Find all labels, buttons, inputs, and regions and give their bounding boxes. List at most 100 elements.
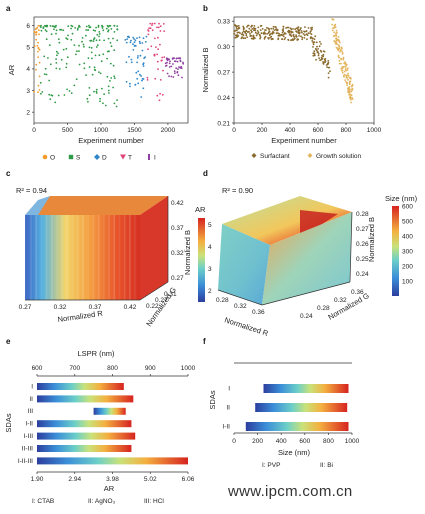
panel-a-point-S xyxy=(87,57,90,59)
panel-f-xlabel: Size (nm) xyxy=(278,448,311,457)
panel-c-xtick-label: 0.32 xyxy=(54,304,67,311)
panel-b-point-surfactant xyxy=(249,35,252,37)
panel-b-point-surfactant xyxy=(281,38,283,40)
panel-b-point-surfactant xyxy=(313,50,316,53)
panel-a-point-I xyxy=(172,76,175,78)
panel-a-ytick-label: 6 xyxy=(26,23,30,30)
panel-b-point-surfactant xyxy=(288,33,291,36)
panel-b-point-surfactant xyxy=(300,27,302,29)
panel-b-point-surfactant xyxy=(235,29,238,32)
panel-b-point-surfactant xyxy=(297,26,299,29)
panel-e-legend-label: I: CTAB xyxy=(32,498,54,505)
panel-b-point-growth xyxy=(337,48,340,50)
panel-a-point-S xyxy=(56,54,58,57)
panel-b-point-surfactant xyxy=(246,26,248,28)
panel-a-legend-label: T xyxy=(128,154,132,161)
panel-a-point-S xyxy=(113,31,116,33)
panel-a-point-S xyxy=(113,75,116,78)
panel-e-legend: I: CTAB II: AgNO₃ III: HCl xyxy=(32,498,164,505)
panel-b-point-growth xyxy=(344,79,346,81)
panel-b-point-growth xyxy=(334,24,336,26)
watermark-text: www.ipcm.com.cn xyxy=(228,483,353,500)
panel-c-stripe xyxy=(35,215,37,300)
panel-a-point-O xyxy=(38,48,41,51)
panel-a-legend-marker xyxy=(94,154,100,160)
panel-b-point-growth xyxy=(337,38,340,41)
panel-e-category-label: I-II-III xyxy=(18,458,33,465)
panel-c-stripe xyxy=(123,215,126,300)
panel-b-point-surfactant xyxy=(321,54,323,57)
panel-a-point-O xyxy=(35,34,38,36)
panel-a-point-S xyxy=(87,29,90,31)
panel-e-bar xyxy=(37,445,132,452)
panel-d-ztick-label: 0.26 xyxy=(356,241,369,248)
panel-a-point-S xyxy=(97,24,100,27)
panel-b-point-surfactant xyxy=(271,32,273,35)
panel-a-point-S xyxy=(67,25,70,28)
panel-a-point-D xyxy=(137,55,139,57)
panel-d-annotation: R² = 0.90 xyxy=(222,186,253,195)
panel-a-point-T xyxy=(153,54,156,56)
panel-b-point-surfactant xyxy=(259,34,261,37)
panel-c-stripe xyxy=(134,215,136,300)
panel-b-point-surfactant xyxy=(251,28,254,30)
panel-a-point-T xyxy=(153,22,156,25)
panel-a-point-S xyxy=(107,85,110,88)
panel-b-xtick-label: 800 xyxy=(341,127,352,134)
panel-b-point-surfactant xyxy=(242,30,245,33)
panel-a-point-S xyxy=(106,57,108,60)
panel-b-point-surfactant xyxy=(310,33,313,36)
panel-a-point-S xyxy=(55,32,57,35)
panel-a-legend-marker xyxy=(42,154,48,160)
panel-d-colorbar-label: Size (nm) xyxy=(385,194,418,203)
panel-b-point-surfactant xyxy=(238,26,240,29)
panel-e-bar xyxy=(37,457,188,465)
panel-d-ztick-label: 0.24 xyxy=(356,271,369,278)
panel-a-point-D xyxy=(134,39,137,42)
panel-b-point-growth xyxy=(338,44,340,47)
panel-b-point-surfactant xyxy=(282,28,285,30)
panel-a-point-D xyxy=(125,61,128,64)
panel-a-xtick-label: 500 xyxy=(62,127,73,134)
panel-c-stripe xyxy=(25,215,27,300)
panel-a-point-S xyxy=(70,24,73,27)
panel-a-point-T xyxy=(163,30,166,32)
panel-e-bottom-tick-label: 2.94 xyxy=(68,476,81,483)
panel-a-point-S xyxy=(40,24,42,27)
panel-b-point-surfactant xyxy=(271,37,273,40)
panel-a-point-S xyxy=(78,44,80,47)
panel-c-xtick-label: 0.42 xyxy=(124,304,137,311)
panel-a-xtick-label: 0 xyxy=(32,127,36,134)
panel-b-point-surfactant xyxy=(309,30,312,33)
panel-e-bar xyxy=(37,420,132,428)
panel-a-point-S xyxy=(109,80,111,82)
panel-b-point-growth xyxy=(334,42,337,45)
panel-b-point-growth xyxy=(342,57,345,60)
panel-b-point-surfactant xyxy=(267,32,270,34)
panel-a-point-I xyxy=(182,62,185,65)
panel-a-point-O xyxy=(37,56,39,58)
panel-a-point-S xyxy=(47,57,49,59)
panel-a-point-T xyxy=(157,68,159,70)
panel-a-legend-marker xyxy=(120,154,126,160)
panel-b-point-growth xyxy=(351,83,354,86)
panel-a-point-I xyxy=(164,62,167,65)
panel-a-point-T xyxy=(147,48,149,51)
panel-a-point-S xyxy=(39,81,42,84)
panel-b-point-surfactant xyxy=(243,27,245,30)
panel-b-point-surfactant xyxy=(270,35,273,38)
panel-a-point-S xyxy=(93,90,95,93)
panel-a-point-I xyxy=(176,60,179,63)
panel-f-xtick-label: 600 xyxy=(299,438,310,445)
panel-b-point-growth xyxy=(345,76,348,79)
panel-a-point-I xyxy=(170,75,173,78)
panel-a-point-O xyxy=(38,89,41,91)
panel-b-point-surfactant xyxy=(316,51,319,54)
panel-a-point-D xyxy=(134,44,136,47)
panel-a-point-O xyxy=(37,41,39,44)
panel-a-point-T xyxy=(159,79,162,81)
panel-f-bar xyxy=(255,403,348,412)
panel-a-point-S xyxy=(44,29,47,31)
panel-a-point-O xyxy=(33,45,36,48)
